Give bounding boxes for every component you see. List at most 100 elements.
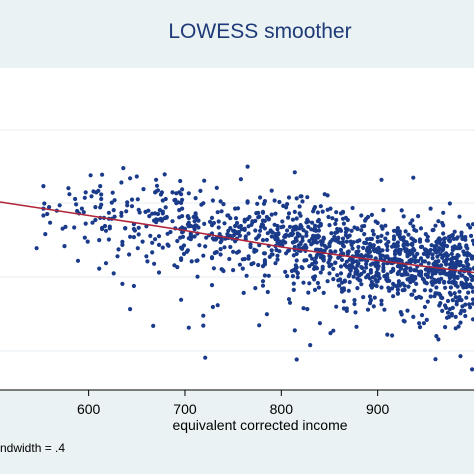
scatter-point <box>257 323 262 328</box>
scatter-point <box>317 321 322 326</box>
scatter-point <box>433 291 438 296</box>
scatter-point <box>255 201 260 206</box>
x-axis-ticks: 600 700 800 900 <box>77 390 390 417</box>
scatter-point <box>170 219 175 224</box>
scatter-point <box>328 255 333 260</box>
scatter-point <box>464 295 469 300</box>
scatter-point <box>214 185 219 190</box>
scatter-point <box>89 194 94 199</box>
scatter-point <box>374 283 379 289</box>
scatter-point <box>430 252 435 257</box>
scatter-point <box>320 266 325 271</box>
scatter-point <box>290 228 295 233</box>
scatter-point <box>300 199 305 204</box>
scatter-point <box>421 251 426 256</box>
scatter-point <box>447 307 452 312</box>
scatter-point <box>453 314 458 319</box>
scatter-point <box>295 275 300 280</box>
scatter-point <box>398 247 403 253</box>
scatter-point <box>153 237 158 242</box>
scatter-point <box>451 271 456 276</box>
scatter-point <box>463 302 468 307</box>
scatter-point <box>131 226 136 232</box>
scatter-point <box>180 197 185 202</box>
scatter-point <box>306 224 311 229</box>
scatter-point <box>319 253 324 258</box>
scatter-point <box>82 195 87 200</box>
scatter-point <box>299 194 304 199</box>
scatter-point <box>373 263 378 268</box>
scatter-point <box>341 299 346 304</box>
scatter-point <box>193 196 198 201</box>
scatter-point <box>119 210 124 215</box>
scatter-point <box>312 274 318 279</box>
scatter-point <box>272 235 277 240</box>
scatter-point <box>365 307 371 312</box>
scatter-point <box>237 262 242 267</box>
scatter-point <box>419 244 425 249</box>
scatter-point <box>336 255 341 260</box>
scatter-point <box>327 223 332 228</box>
scatter-point <box>72 225 77 230</box>
scatter-point <box>426 269 431 274</box>
scatter-point <box>313 247 319 252</box>
scatter-point <box>321 236 326 241</box>
scatter-point <box>364 241 369 246</box>
scatter-point <box>312 287 318 292</box>
scatter-point <box>314 266 320 271</box>
scatter-point <box>318 247 323 252</box>
scatter-point <box>350 246 355 251</box>
scatter-point <box>422 288 427 293</box>
scatter-point <box>355 286 360 291</box>
scatter-point <box>218 240 223 245</box>
scatter-point <box>260 210 266 215</box>
scatter-point <box>315 280 320 286</box>
scatter-point <box>450 255 455 260</box>
scatter-point <box>257 214 262 219</box>
scatter-point <box>74 202 79 207</box>
scatter-point <box>152 261 157 266</box>
scatter-point <box>414 268 419 273</box>
scatter-point <box>207 219 213 224</box>
scatter-point <box>262 226 267 231</box>
scatter-point <box>248 244 253 250</box>
scatter-point <box>362 232 367 237</box>
scatter-point <box>385 247 390 253</box>
scatter-point <box>313 255 319 260</box>
scatter-point <box>125 203 130 208</box>
scatter-point <box>150 240 155 245</box>
scatter-point <box>333 221 338 226</box>
scatter-point <box>422 259 427 264</box>
scatter-point <box>228 216 233 221</box>
scatter-point <box>398 265 403 271</box>
scatter-point <box>411 175 416 180</box>
scatter-point <box>145 259 150 264</box>
scatter-point <box>401 318 406 323</box>
scatter-point <box>422 304 427 310</box>
scatter-point <box>128 176 133 181</box>
scatter-point <box>444 315 450 320</box>
scatter-point <box>216 219 221 224</box>
scatter-point <box>399 208 404 213</box>
scatter-point <box>400 288 405 293</box>
scatter-point <box>153 190 158 195</box>
scatter-point <box>233 223 238 229</box>
scatter-point <box>449 251 454 256</box>
scatter-point <box>88 173 93 178</box>
scatter-point <box>367 294 373 299</box>
scatter-point <box>381 268 386 273</box>
scatter-point <box>375 279 380 284</box>
scatter-point <box>123 226 128 231</box>
scatter-point <box>335 226 340 232</box>
scatter-point <box>340 243 346 248</box>
scatter-point <box>338 240 343 245</box>
scatter-point <box>201 313 206 318</box>
scatter-point <box>153 211 158 216</box>
scatter-point <box>403 229 408 234</box>
scatter-point <box>269 252 274 257</box>
scatter-point <box>452 291 457 296</box>
scatter-point <box>333 249 338 254</box>
scatter-point <box>180 206 185 211</box>
scatter-point <box>470 256 474 261</box>
scatter-point <box>338 264 344 269</box>
